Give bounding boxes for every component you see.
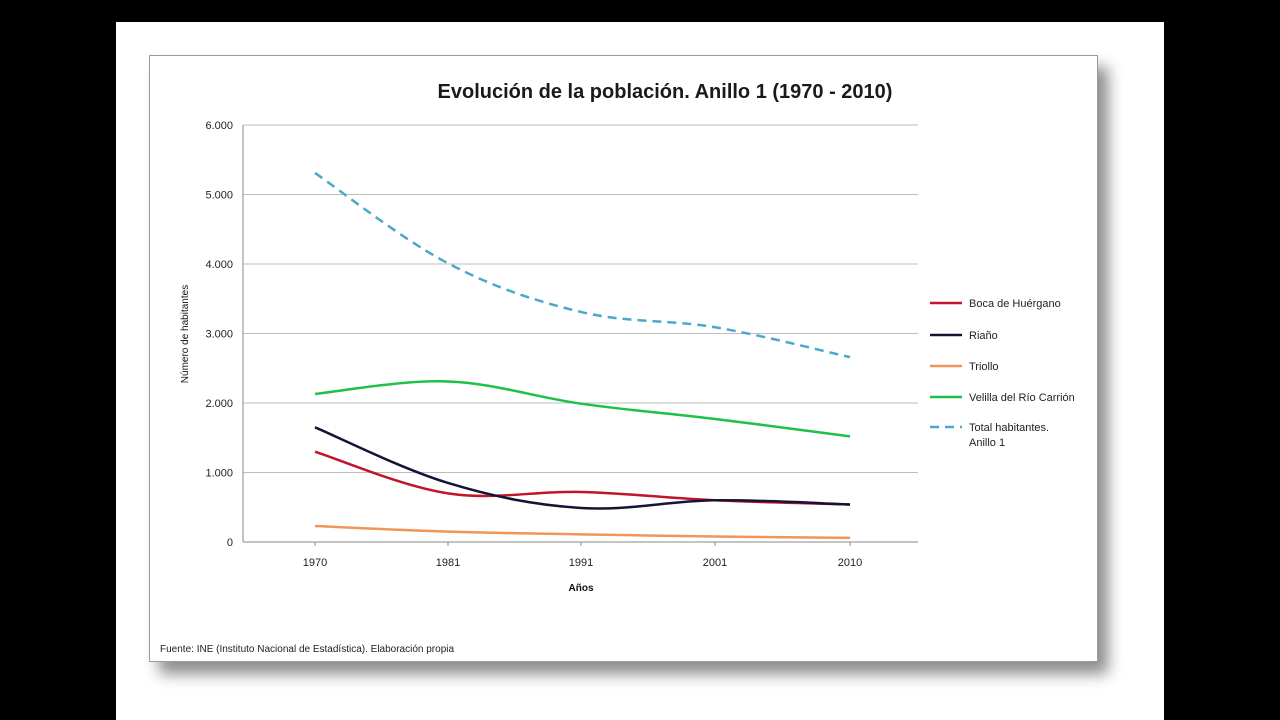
series-line-triollo <box>314 524 851 540</box>
gridlines <box>242 124 918 546</box>
y-tick-label: 3.000 <box>205 329 233 341</box>
x-tick-label: 1981 <box>436 557 460 569</box>
x-tick-label: 1970 <box>303 557 327 569</box>
legend-label: Total habitantes. <box>969 422 1049 434</box>
x-tick-label: 1991 <box>569 557 593 569</box>
series-line-boca-de-hu-rgano <box>314 450 851 506</box>
x-tick-labels: 1970 1981 1991 2001 2010 <box>303 557 862 569</box>
legend-label: Riaño <box>969 330 998 342</box>
legend-label: Anillo 1 <box>969 437 1005 449</box>
y-tick-labels: 0 1.000 2.000 3.000 4.000 5.000 6.000 <box>205 120 233 549</box>
y-tick-label: 6.000 <box>205 120 233 132</box>
x-tick-label: 2010 <box>838 557 862 569</box>
chart-title: Evolución de la población. Anillo 1 (197… <box>438 81 893 103</box>
y-tick-label: 4.000 <box>205 259 233 271</box>
y-tick-label: 5.000 <box>205 190 233 202</box>
x-axis-label: Años <box>569 583 594 594</box>
legend-label: Boca de Huérgano <box>969 298 1061 310</box>
series-lines <box>314 171 851 540</box>
series-line-velilla-del-r-o-carri-n <box>314 380 851 438</box>
y-axis-label: Número de habitantes <box>180 285 191 383</box>
legend: Boca de Huérgano Riaño Triollo Velilla del … <box>930 298 1075 449</box>
legend-label: Triollo <box>969 361 999 373</box>
series-line-total-habitantes-anillo-1 <box>314 171 851 359</box>
y-tick-label: 2.000 <box>205 398 233 410</box>
legend-label: Velilla del Río Carrión <box>969 392 1075 404</box>
chart-panel <box>149 55 1098 662</box>
y-tick-label: 0 <box>227 537 233 549</box>
source-note: Fuente: INE (Instituto Nacional de Estad… <box>160 644 454 655</box>
series-line-ria-o <box>314 426 851 510</box>
x-tick-label: 2001 <box>703 557 727 569</box>
y-tick-label: 1.000 <box>205 468 233 480</box>
